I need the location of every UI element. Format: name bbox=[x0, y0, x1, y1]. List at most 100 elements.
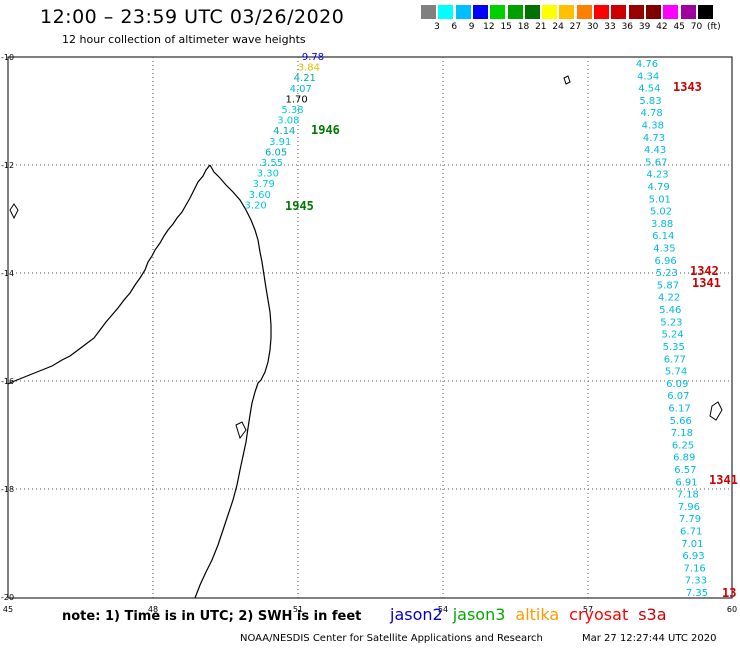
scale-label: 18 bbox=[517, 22, 530, 32]
scale-swatch bbox=[594, 5, 609, 19]
scale-label: 30 bbox=[586, 22, 599, 32]
wave-height-label: 5.46 bbox=[659, 305, 681, 316]
lat-lon-grid: 45 48 51 54 57 60 -10 -12 -14 -16 -18 -20 bbox=[1, 53, 737, 614]
wave-height-label: 4.23 bbox=[646, 170, 668, 181]
wave-height-label: 6.77 bbox=[664, 354, 686, 365]
scale-swatch bbox=[697, 5, 713, 19]
small-island bbox=[9, 203, 19, 220]
wave-height-label: 3.91 bbox=[269, 137, 291, 148]
wave-height-label: 7.96 bbox=[678, 502, 700, 513]
small-island bbox=[709, 401, 723, 421]
scale-swatch bbox=[524, 5, 540, 19]
map-title: 12:00 – 23:59 UTC 03/26/2020 bbox=[40, 6, 345, 28]
pass-number-label: 1341 bbox=[692, 276, 721, 290]
wave-height-label: 6.07 bbox=[667, 391, 689, 402]
satellite-legend-item: cryosat bbox=[569, 605, 629, 624]
wave-height-label: 3.20 bbox=[244, 200, 266, 211]
latitude-label: -12 bbox=[1, 161, 14, 170]
pass-number-label: 1341 bbox=[709, 473, 738, 487]
wave-height-label: 6.05 bbox=[265, 147, 287, 158]
wave-height-label: 7.18 bbox=[677, 490, 699, 501]
wave-height-label: 4.73 bbox=[643, 133, 665, 144]
satellite-legend-item: s3a bbox=[638, 605, 667, 624]
wave-height-label: 4.79 bbox=[647, 182, 669, 193]
wave-height-label: 5.67 bbox=[645, 157, 667, 168]
generation-timestamp: Mar 27 12:27:44 UTC 2020 bbox=[582, 633, 717, 644]
wave-height-label: 4.54 bbox=[638, 84, 660, 95]
wave-height-label: 7.35 bbox=[686, 588, 708, 599]
wave-height-label: 7.16 bbox=[684, 563, 706, 574]
wave-height-label: 5.23 bbox=[656, 268, 678, 279]
wave-height-label: 5.74 bbox=[665, 367, 687, 378]
scale-label: 36 bbox=[621, 22, 634, 32]
scale-label: 9 bbox=[468, 22, 475, 32]
latitude-label: -20 bbox=[1, 593, 14, 602]
scale-label: 70 bbox=[690, 22, 703, 32]
wave-height-label: 6.09 bbox=[666, 379, 688, 390]
scale-label: 45 bbox=[673, 22, 685, 32]
pass-number-label: 13 bbox=[722, 586, 736, 600]
altimeter-track-east: 4.764.34 4.545.834.78 4.384.734.435.67 4.23… bbox=[636, 59, 708, 599]
wave-height-label: 4.21 bbox=[294, 73, 316, 84]
map-subtitle: 12 hour collection of altimeter wave hei… bbox=[62, 33, 306, 46]
wave-height-label: 7.01 bbox=[681, 539, 703, 550]
wave-height-label: 6.17 bbox=[668, 403, 690, 414]
wave-height-label: 6.14 bbox=[652, 231, 674, 242]
scale-swatch bbox=[421, 5, 436, 19]
scale-label: 6 bbox=[451, 22, 458, 32]
wave-height-label: 6.25 bbox=[672, 440, 694, 451]
satellite-legend-item: altika bbox=[515, 605, 560, 624]
latitude-label: -10 bbox=[1, 53, 14, 62]
wave-height-label: 6.93 bbox=[682, 551, 704, 562]
pass-number-label: 1945 bbox=[285, 199, 314, 213]
scale-label: 24 bbox=[552, 22, 564, 32]
longitude-label: 57 bbox=[583, 605, 593, 614]
longitude-label: 54 bbox=[438, 605, 448, 614]
wave-height-label: 9.78 bbox=[302, 52, 324, 63]
scale-swatch bbox=[490, 5, 506, 19]
scale-swatch bbox=[507, 5, 523, 19]
wave-height-label: 5.23 bbox=[660, 317, 682, 328]
scale-swatch bbox=[542, 5, 558, 19]
scale-label: 33 bbox=[604, 22, 616, 32]
scale-label: (ft) bbox=[707, 22, 721, 32]
wave-height-label: 5.35 bbox=[663, 342, 685, 353]
latitude-label: -18 bbox=[1, 485, 14, 494]
scale-label: 3 bbox=[434, 22, 440, 32]
altimeter-track-west: 9.783.844.214.071.705.383.084.143.916.05… bbox=[244, 52, 324, 211]
map-note: note: 1) Time is in UTC; 2) SWH is in fe… bbox=[62, 609, 362, 624]
wave-height-label: 7.18 bbox=[671, 428, 693, 439]
longitude-label: 60 bbox=[727, 605, 737, 614]
wave-height-label: 6.96 bbox=[654, 256, 676, 267]
latitude-label: -16 bbox=[1, 377, 14, 386]
satellite-legend-item: jason3 bbox=[452, 605, 506, 624]
scale-swatch bbox=[628, 5, 644, 19]
wave-height-label: 1.70 bbox=[285, 94, 307, 105]
wave-height-label: 4.07 bbox=[290, 84, 312, 95]
wave-height-label: 7.79 bbox=[679, 514, 701, 525]
scale-label: 21 bbox=[535, 22, 547, 32]
wave-height-label: 3.60 bbox=[249, 190, 271, 201]
wave-height-label: 6.71 bbox=[680, 526, 702, 537]
wave-height-label: 6.89 bbox=[673, 453, 695, 464]
wave-height-label: 4.34 bbox=[637, 71, 659, 82]
credit-line: NOAA/NESDIS Center for Satellite Applica… bbox=[240, 633, 543, 644]
longitude-label: 48 bbox=[148, 605, 158, 614]
scale-swatch bbox=[576, 5, 592, 19]
wave-height-label: 3.88 bbox=[651, 219, 673, 230]
scale-swatch bbox=[680, 5, 696, 19]
satellite-legend-item: jason2 bbox=[390, 605, 443, 624]
wave-height-label: 4.78 bbox=[641, 108, 663, 119]
wave-height-label: 3.84 bbox=[298, 63, 320, 74]
scale-label: 15 bbox=[500, 22, 512, 32]
wave-height-label: 4.43 bbox=[644, 145, 666, 156]
scale-swatch bbox=[559, 5, 575, 19]
wave-height-label: 6.91 bbox=[675, 477, 697, 488]
pass-number-label: 1342 bbox=[690, 264, 719, 278]
wave-height-label: 4.14 bbox=[273, 126, 295, 137]
wave-height-label: 3.30 bbox=[257, 169, 279, 180]
satellite-legend: jason2 jason3 altika cryosat s3a bbox=[390, 605, 677, 624]
wave-height-label: 4.38 bbox=[642, 121, 664, 132]
scale-swatch bbox=[472, 5, 488, 19]
